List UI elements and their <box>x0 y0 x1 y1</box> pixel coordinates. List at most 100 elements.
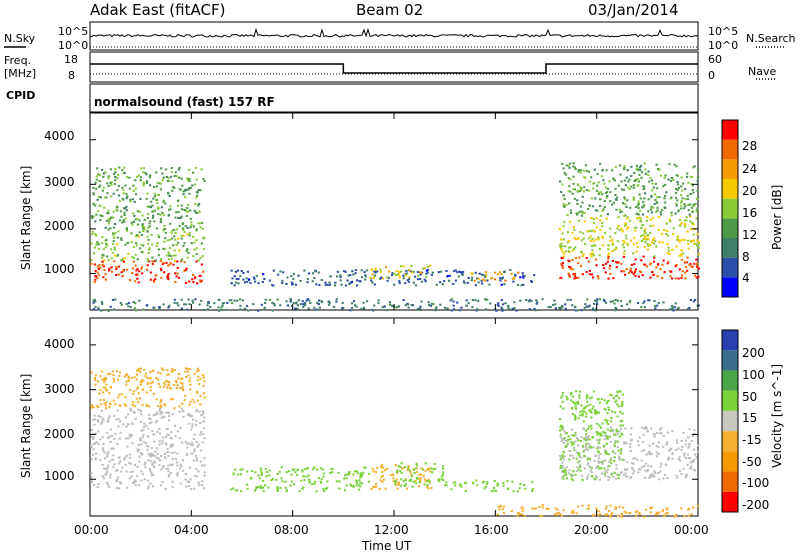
velocity-colorbar-swatch <box>722 471 738 492</box>
velocity-panel-region <box>90 407 206 491</box>
velocity-cbar-tick: -50 <box>742 455 762 469</box>
power-panel-region <box>230 269 536 287</box>
power-colorbar-swatch <box>722 238 738 258</box>
velocity-cbar-tick: 100 <box>742 368 765 382</box>
nsky-tick-bottom: 10^0 <box>58 39 89 52</box>
velocity-ytick: 4000 <box>44 337 75 351</box>
freq-line <box>90 63 698 74</box>
sky-panel-frame <box>89 21 699 51</box>
velocity-cbar-tick: -15 <box>742 433 762 447</box>
velocity-panel-region <box>394 462 447 488</box>
power-cbar-label: Power [dB] <box>770 184 784 250</box>
velocity-ytick: 1000 <box>44 469 75 483</box>
velocity-panel-region <box>558 425 700 481</box>
velocity-panel-region <box>496 504 700 518</box>
power-cbar-tick: 24 <box>742 162 758 176</box>
power-colorbar-frame <box>721 119 739 298</box>
nsearch-tick-top: 10^5 <box>708 25 739 38</box>
velocity-panel-region <box>230 466 371 493</box>
nsky-tick-top: 10^5 <box>58 25 89 38</box>
station-title: Adak East (fitACF) <box>90 1 226 19</box>
power-cbar-tick: 20 <box>742 184 758 198</box>
x-tick: 16:00 <box>474 523 509 537</box>
x-tick: 20:00 <box>574 523 609 537</box>
velocity-cbar-tick: 50 <box>742 390 758 404</box>
power-colorbar-swatch <box>722 198 738 219</box>
cpid-mode: normalsound (fast) 157 RF <box>94 95 275 109</box>
x-tick: 00:00 <box>674 523 709 537</box>
power-colorbar-swatch <box>722 257 738 278</box>
power-colorbar-swatch <box>722 159 738 179</box>
velocity-panel-region <box>90 367 206 410</box>
nave-label: Nave <box>748 65 777 78</box>
cpid-label: CPID <box>6 89 36 102</box>
nsearch-label: N.Search <box>746 32 796 45</box>
velocity-ytick: 2000 <box>44 427 75 441</box>
x-tick: 00:00 <box>74 523 109 537</box>
freq-unit-label: [MHz] <box>4 67 37 80</box>
velocity-panel-region <box>559 390 625 482</box>
velocity-colorbar-swatch <box>722 370 738 391</box>
x-axis-label: Time UT <box>362 539 412 553</box>
power-colorbar-swatch <box>722 179 738 199</box>
power-ytick: 2000 <box>44 219 75 233</box>
velocity-panel-region <box>445 479 534 493</box>
power-cbar-tick: 16 <box>742 206 758 220</box>
velocity-cbar-label: Velocity [m s^-1] <box>770 363 784 468</box>
power-panel-region <box>90 228 206 263</box>
power-panel-region <box>92 298 700 312</box>
nave-tick-bottom: 0 <box>708 69 715 82</box>
power-panel-region <box>558 162 700 217</box>
velocity-panel-region <box>370 463 433 491</box>
velocity-colorbar-swatch <box>722 350 738 371</box>
velocity-panel-frame <box>89 317 699 517</box>
power-panel-frame <box>89 112 699 311</box>
beam-title: Beam 02 <box>356 1 424 19</box>
velocity-ytick: 3000 <box>44 382 75 396</box>
power-ytick: 4000 <box>44 129 75 143</box>
power-cbar-tick: 4 <box>742 271 750 285</box>
date-title: 03/Jan/2014 <box>588 1 679 19</box>
x-tick: 12:00 <box>374 523 409 537</box>
power-panel-region <box>369 264 432 280</box>
power-panel-region <box>91 166 206 231</box>
power-ytick: 1000 <box>44 262 75 276</box>
nsky-label: N.Sky <box>4 32 36 45</box>
velocity-colorbar-swatch <box>722 451 738 472</box>
power-colorbar-swatch <box>722 120 738 140</box>
velocity-cbar-tick: 15 <box>742 411 758 425</box>
power-cbar-tick: 28 <box>742 139 758 153</box>
power-cbar-tick: 8 <box>742 250 750 264</box>
velocity-colorbar-swatch <box>722 390 738 411</box>
velocity-colorbar-swatch <box>722 491 738 512</box>
power-cbar-tick: 12 <box>742 228 758 242</box>
freq-label: Freq. <box>4 54 32 67</box>
nsearch-tick-bottom: 10^0 <box>708 39 739 52</box>
power-panel-region <box>470 271 520 282</box>
nsky-line <box>89 27 699 48</box>
power-panel-region <box>90 260 205 285</box>
freq-tick-bottom: 8 <box>68 69 75 82</box>
velocity-colorbar-swatch <box>722 330 738 351</box>
power-colorbar-swatch <box>722 218 738 238</box>
cpid-panel-frame <box>89 83 699 113</box>
x-tick: 04:00 <box>174 523 209 537</box>
power-colorbar-swatch <box>722 139 738 160</box>
velocity-colorbar-frame <box>721 329 739 513</box>
freq-panel-frame <box>89 51 699 83</box>
power-ylabel: Slant Range [km] <box>19 165 33 270</box>
power-panel-region <box>558 215 701 258</box>
velocity-cbar-tick: 200 <box>742 346 765 360</box>
power-panel-region <box>559 255 700 280</box>
velocity-colorbar-swatch <box>722 410 738 432</box>
freq-tick-top: 18 <box>64 53 78 66</box>
nave-tick-top: 60 <box>708 53 722 66</box>
velocity-ylabel: Slant Range [km] <box>19 373 33 478</box>
velocity-colorbar-swatch <box>722 431 738 452</box>
power-colorbar-swatch <box>722 277 738 297</box>
velocity-cbar-tick: -100 <box>742 476 770 490</box>
velocity-cbar-tick: -200 <box>742 498 770 512</box>
power-ytick: 3000 <box>44 175 75 189</box>
x-tick: 08:00 <box>274 523 309 537</box>
